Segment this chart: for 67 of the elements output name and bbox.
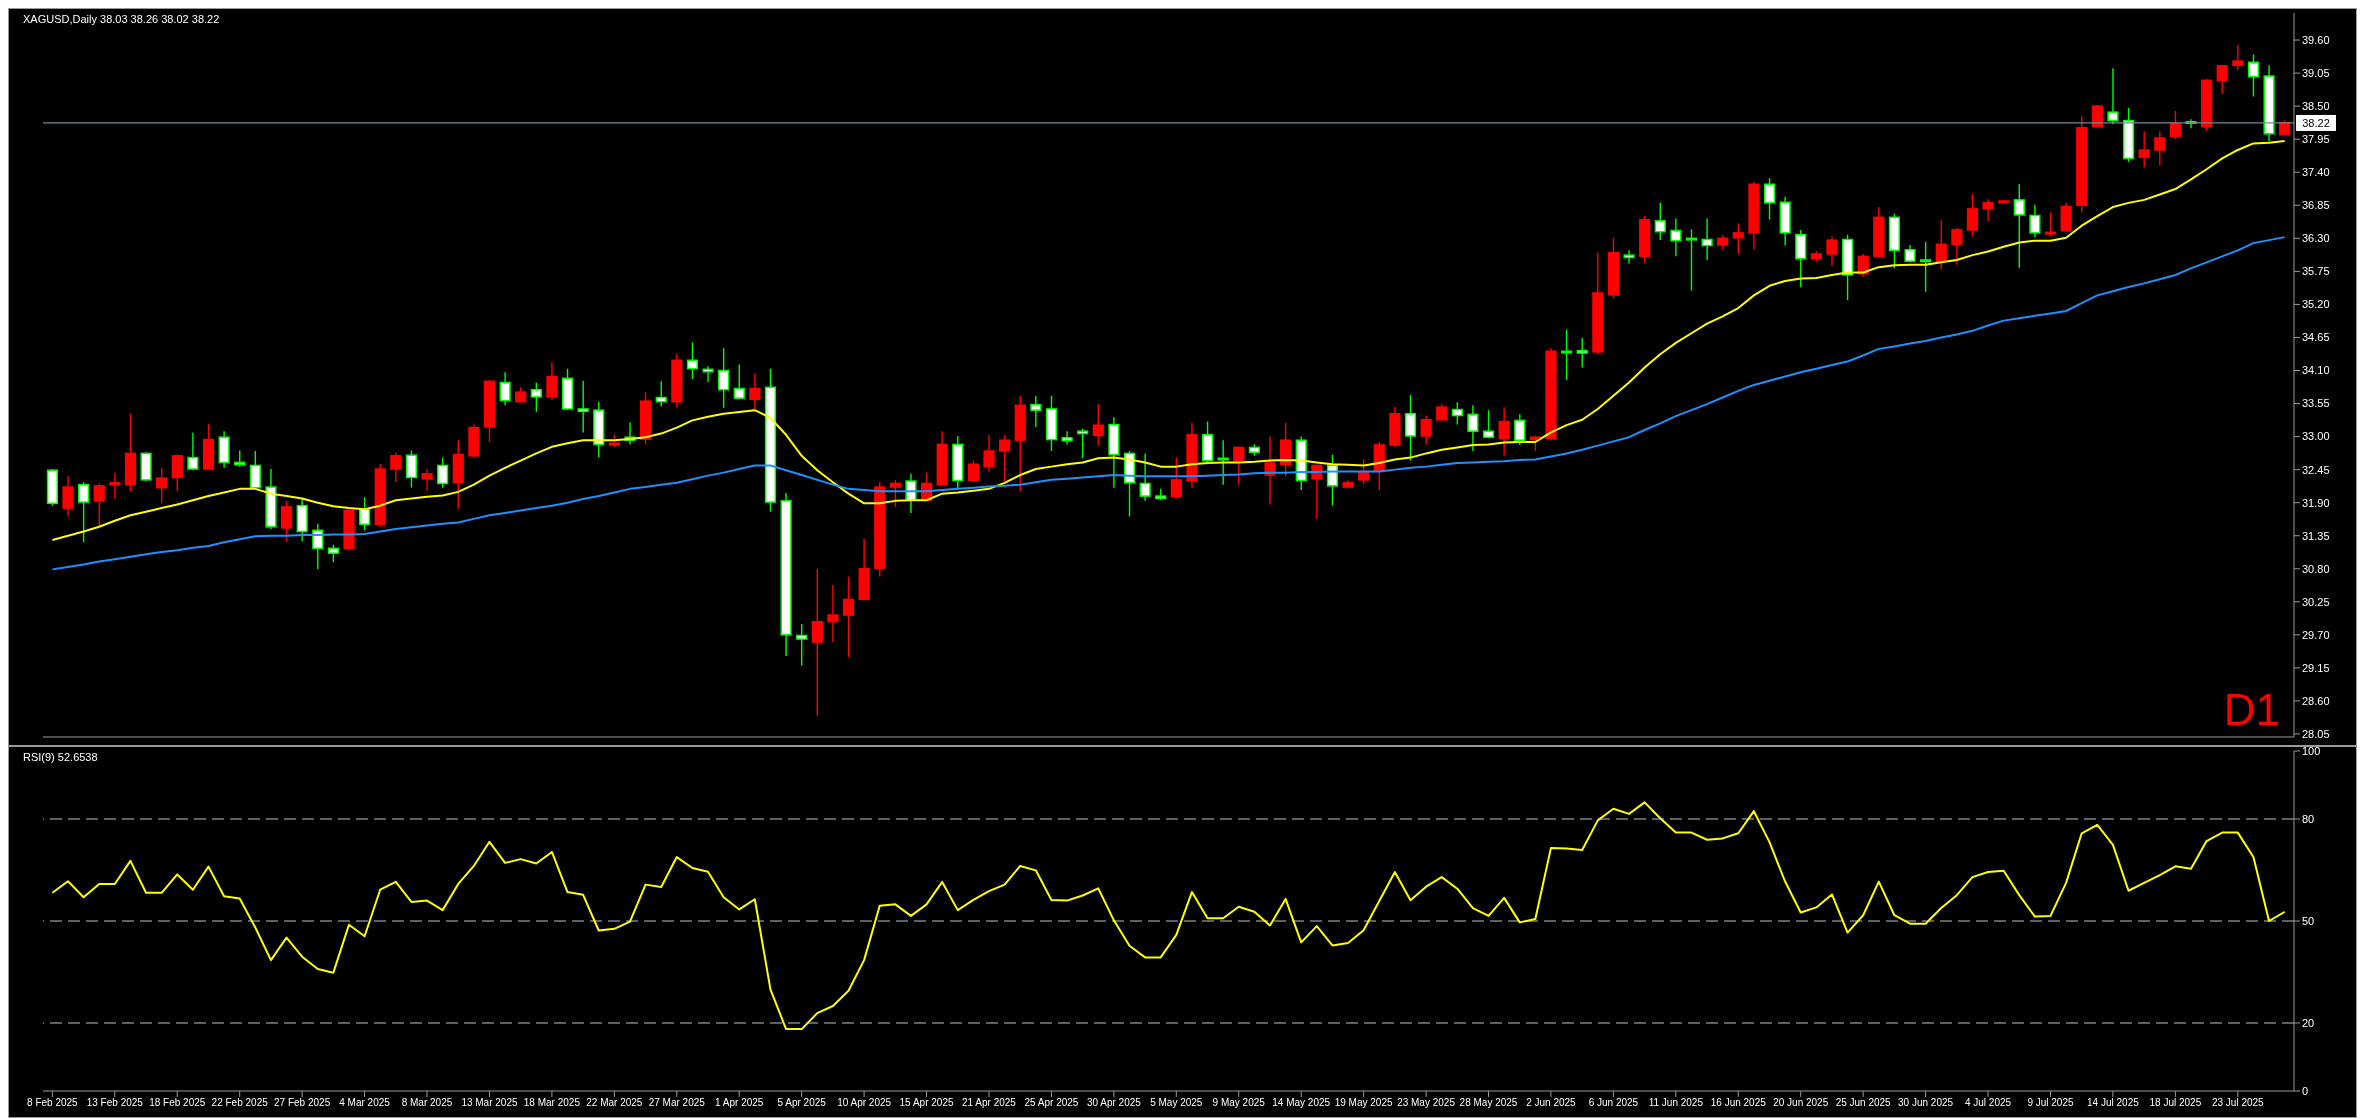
y-tick-label: 32.45 [2302,463,2330,476]
chart-title: XAGUSD,Daily 38.03 38.26 38.02 38.22 [23,13,220,25]
y-tick-label: 100 [2302,744,2321,757]
y-tick-label: 37.40 [2302,166,2330,179]
y-tick-label: 28.05 [2302,727,2330,740]
y-tick-label: 33.00 [2302,430,2330,443]
annotation: D1 [2223,685,2280,735]
y-tick-label: 29.70 [2302,628,2330,641]
y-tick-label: 33.55 [2302,397,2330,410]
y-tick-label: 20 [2302,1016,2315,1029]
x-tick-label: 14 Jul 2025 [2087,1097,2140,1109]
y-tick-label: 39.05 [2302,66,2330,79]
x-tick-label: 27 Feb 2025 [274,1097,331,1109]
y-tick-label: 50 [2302,914,2315,927]
x-tick-label: 8 Mar 2025 [401,1097,453,1109]
x-tick-label: 18 Feb 2025 [149,1097,206,1109]
y-tick-label: 36.30 [2302,232,2330,245]
chart-title: RSI(9) 52.6538 [23,751,98,763]
y-tick-label: 30.80 [2302,562,2330,575]
y-tick-label: 35.75 [2302,265,2330,278]
x-tick-label: 15 Apr 2025 [899,1097,954,1109]
x-tick-label: 23 May 2025 [1397,1097,1456,1109]
x-tick-label: 20 Jun 2025 [1773,1097,1829,1109]
x-tick-label: 6 Jun 2025 [1588,1097,1639,1109]
x-tick-label: 22 Mar 2025 [586,1097,643,1109]
x-tick-label: 13 Feb 2025 [86,1097,144,1109]
y-tick-label: 31.90 [2302,496,2330,509]
y-tick-label: 80 [2302,812,2315,825]
x-tick-label: 5 May 2025 [1150,1097,1203,1109]
x-tick-label: 30 Jun 2025 [1898,1097,1954,1109]
y-tick-label: 37.95 [2302,133,2330,146]
x-tick-label: 21 Apr 2025 [962,1097,1017,1109]
x-tick-label: 19 May 2025 [1334,1097,1393,1109]
y-tick-label: 31.35 [2302,529,2330,542]
x-tick-label: 30 Apr 2025 [1086,1097,1142,1109]
x-tick-label: 27 Mar 2025 [648,1097,706,1109]
y-tick-label: 34.10 [2302,364,2330,377]
y-tick-label: 35.20 [2302,298,2330,311]
x-tick-label: 2 Jun 2025 [1526,1097,1577,1109]
x-tick-label: 8 Feb 2025 [27,1097,79,1109]
y-tick-label: 28.60 [2302,694,2330,707]
x-tick-label: 22 Feb 2025 [211,1097,269,1109]
y-tick-label: 34.65 [2302,331,2330,344]
y-tick-label: 38.50 [2302,100,2330,113]
y-tick-label: 0 [2302,1084,2309,1097]
x-tick-label: 5 Apr 2025 [777,1097,827,1109]
ref-line-label: 38.22 [2302,116,2330,129]
x-tick-label: 9 Jul 2025 [2027,1097,2074,1109]
x-tick-label: 18 Mar 2025 [523,1097,581,1109]
x-tick-label: 28 May 2025 [1459,1097,1518,1109]
y-tick-label: 29.15 [2302,661,2330,674]
x-tick-label: 23 Jul 2025 [2211,1097,2265,1109]
x-tick-label: 14 May 2025 [1272,1097,1331,1109]
x-tick-label: 4 Mar 2025 [339,1097,391,1109]
y-tick-label: 36.85 [2302,199,2330,212]
x-tick-label: 16 Jun 2025 [1710,1097,1767,1109]
x-tick-label: 25 Jun 2025 [1835,1097,1892,1109]
x-tick-label: 9 May 2025 [1212,1097,1266,1109]
x-tick-label: 18 Jul 2025 [2149,1097,2202,1109]
x-tick-label: 4 Jul 2025 [1964,1097,2012,1109]
x-tick-label: 13 Mar 2025 [461,1097,518,1109]
x-tick-label: 25 Apr 2025 [1024,1097,1079,1109]
x-tick-label: 1 Apr 2025 [715,1097,764,1109]
y-tick-label: 30.25 [2302,595,2330,608]
x-tick-label: 11 Jun 2025 [1648,1097,1704,1109]
y-tick-label: 39.60 [2302,33,2330,46]
x-tick-label: 10 Apr 2025 [837,1097,892,1109]
